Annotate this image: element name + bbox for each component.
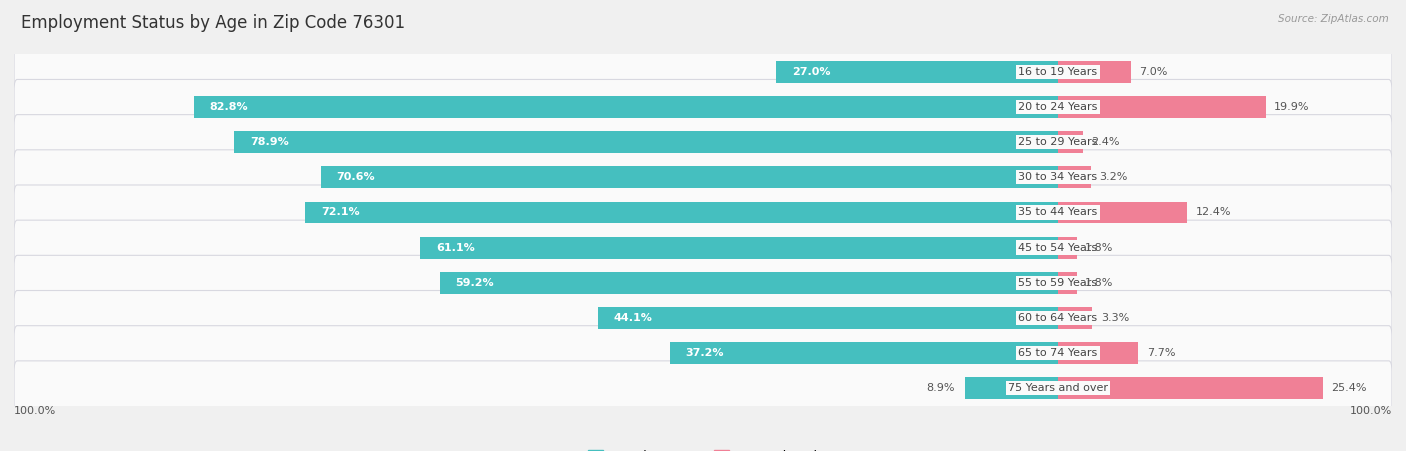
- Bar: [965, 377, 1057, 399]
- Bar: [598, 307, 1057, 329]
- Bar: [321, 166, 1057, 188]
- Text: 82.8%: 82.8%: [209, 102, 247, 112]
- Legend: In Labor Force, Unemployed: In Labor Force, Unemployed: [588, 450, 818, 451]
- Text: 100.0%: 100.0%: [1350, 406, 1392, 416]
- Bar: [235, 131, 1057, 153]
- FancyBboxPatch shape: [14, 361, 1392, 416]
- FancyBboxPatch shape: [14, 115, 1392, 170]
- Text: 2.4%: 2.4%: [1091, 137, 1119, 147]
- Text: 55 to 59 Years: 55 to 59 Years: [1018, 278, 1098, 288]
- Text: 78.9%: 78.9%: [250, 137, 288, 147]
- Text: 44.1%: 44.1%: [613, 313, 652, 323]
- Text: 35 to 44 Years: 35 to 44 Years: [1018, 207, 1098, 217]
- Bar: [1057, 342, 1139, 364]
- Bar: [1057, 166, 1091, 188]
- Text: 100.0%: 100.0%: [14, 406, 56, 416]
- Bar: [1057, 377, 1323, 399]
- Bar: [776, 61, 1057, 83]
- Text: 25 to 29 Years: 25 to 29 Years: [1018, 137, 1098, 147]
- FancyBboxPatch shape: [14, 44, 1392, 99]
- Text: 3.3%: 3.3%: [1101, 313, 1129, 323]
- Text: 60 to 64 Years: 60 to 64 Years: [1018, 313, 1098, 323]
- Text: 65 to 74 Years: 65 to 74 Years: [1018, 348, 1098, 358]
- Bar: [305, 202, 1057, 223]
- Bar: [420, 237, 1057, 258]
- Bar: [194, 96, 1057, 118]
- FancyBboxPatch shape: [14, 220, 1392, 275]
- Text: 75 Years and over: 75 Years and over: [1008, 383, 1108, 393]
- Text: 12.4%: 12.4%: [1195, 207, 1232, 217]
- Text: 70.6%: 70.6%: [336, 172, 375, 182]
- Text: 30 to 34 Years: 30 to 34 Years: [1018, 172, 1098, 182]
- Bar: [669, 342, 1057, 364]
- Text: 59.2%: 59.2%: [456, 278, 495, 288]
- Text: 37.2%: 37.2%: [685, 348, 724, 358]
- Bar: [1057, 96, 1265, 118]
- Text: 8.9%: 8.9%: [927, 383, 955, 393]
- Text: 1.8%: 1.8%: [1085, 243, 1114, 253]
- Text: 1.8%: 1.8%: [1085, 278, 1114, 288]
- Text: 19.9%: 19.9%: [1274, 102, 1309, 112]
- Text: 16 to 19 Years: 16 to 19 Years: [1018, 67, 1098, 77]
- Text: Employment Status by Age in Zip Code 76301: Employment Status by Age in Zip Code 763…: [21, 14, 405, 32]
- Text: 25.4%: 25.4%: [1331, 383, 1367, 393]
- Bar: [1057, 307, 1092, 329]
- FancyBboxPatch shape: [14, 185, 1392, 240]
- Text: Source: ZipAtlas.com: Source: ZipAtlas.com: [1278, 14, 1389, 23]
- Text: 7.7%: 7.7%: [1147, 348, 1175, 358]
- Bar: [1057, 272, 1077, 294]
- FancyBboxPatch shape: [14, 79, 1392, 134]
- Bar: [1057, 202, 1187, 223]
- Bar: [1057, 61, 1130, 83]
- Text: 61.1%: 61.1%: [436, 243, 474, 253]
- FancyBboxPatch shape: [14, 255, 1392, 310]
- Text: 7.0%: 7.0%: [1139, 67, 1168, 77]
- Text: 27.0%: 27.0%: [792, 67, 830, 77]
- FancyBboxPatch shape: [14, 150, 1392, 205]
- Text: 20 to 24 Years: 20 to 24 Years: [1018, 102, 1098, 112]
- Bar: [1057, 131, 1083, 153]
- Bar: [440, 272, 1057, 294]
- FancyBboxPatch shape: [14, 326, 1392, 381]
- Text: 45 to 54 Years: 45 to 54 Years: [1018, 243, 1098, 253]
- Text: 3.2%: 3.2%: [1099, 172, 1128, 182]
- Bar: [1057, 237, 1077, 258]
- Text: 72.1%: 72.1%: [321, 207, 360, 217]
- FancyBboxPatch shape: [14, 290, 1392, 345]
